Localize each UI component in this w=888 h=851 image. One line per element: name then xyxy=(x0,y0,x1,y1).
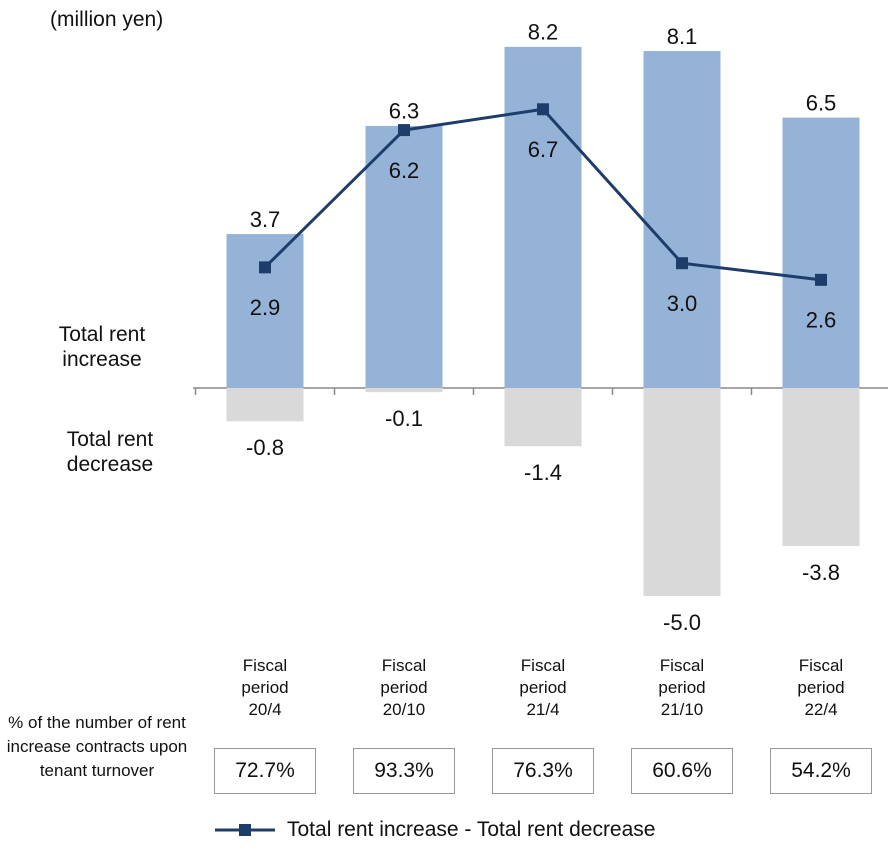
line-marker xyxy=(259,261,271,274)
bar-value-label: -1.4 xyxy=(524,460,562,485)
line-value-label: 6.2 xyxy=(389,158,420,183)
line-value-label: 2.6 xyxy=(806,308,837,333)
bar xyxy=(643,51,721,388)
increase-label: Total rent increase xyxy=(58,323,146,371)
line-marker xyxy=(676,257,688,270)
bar xyxy=(226,388,304,422)
bar-value-label: -0.1 xyxy=(385,406,423,431)
rate-label: % of the number of rent increase contrac… xyxy=(6,713,188,780)
bar-value-label: 8.2 xyxy=(528,20,559,45)
decrease-label: Total rent decrease xyxy=(66,428,154,476)
category-label: Fiscal period 20/4 xyxy=(241,656,289,719)
line-marker xyxy=(537,103,549,116)
legend-marker xyxy=(239,824,251,836)
line-value-label: 6.7 xyxy=(528,137,559,162)
bar-value-label: -5.0 xyxy=(663,610,701,635)
bar-value-label: -3.8 xyxy=(802,560,840,585)
bar xyxy=(226,234,304,388)
line-marker xyxy=(398,124,410,137)
bar-value-label: 6.5 xyxy=(806,90,837,115)
unit-label: (million yen) xyxy=(50,8,164,31)
rate-box: 54.2% xyxy=(770,748,872,794)
bar-value-label: 3.7 xyxy=(250,207,281,232)
category-label: Fiscal period 20/10 xyxy=(380,656,428,719)
line-value-label: 2.9 xyxy=(250,295,281,320)
bar xyxy=(365,125,443,389)
bar xyxy=(782,117,860,388)
rate-box: 93.3% xyxy=(353,748,455,794)
bar xyxy=(365,388,443,393)
bar xyxy=(504,46,582,388)
line-marker xyxy=(815,273,827,286)
bar-value-label: 6.3 xyxy=(389,99,420,124)
bar xyxy=(643,388,721,596)
rate-box: 60.6% xyxy=(631,748,733,794)
bar-value-label: 8.1 xyxy=(667,24,698,49)
category-label: Fiscal period 21/4 xyxy=(519,656,567,719)
line-value-label: 3.0 xyxy=(667,291,698,316)
category-label: Fiscal period 21/10 xyxy=(658,656,706,719)
bar xyxy=(782,388,860,547)
legend-label: Total rent increase - Total rent decreas… xyxy=(287,818,656,841)
rate-box: 76.3% xyxy=(492,748,594,794)
bar-value-label: -0.8 xyxy=(246,435,284,460)
category-label: Fiscal period 22/4 xyxy=(797,656,845,719)
bar xyxy=(504,388,582,447)
rate-box: 72.7% xyxy=(214,748,316,794)
